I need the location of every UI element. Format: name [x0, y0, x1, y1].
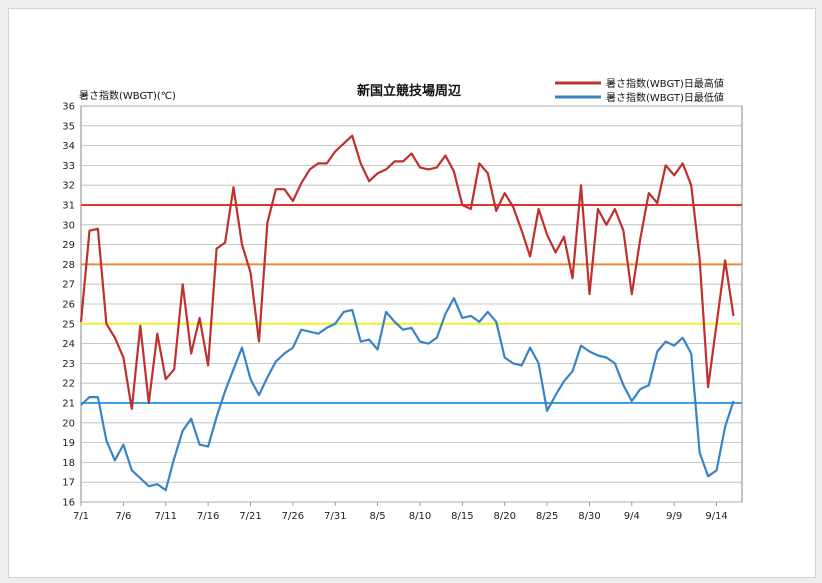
page: 新国立競技場周辺 暑さ指数(WBGT)(℃) 暑さ指数(WBGT)日最高値 暑さ…	[8, 8, 816, 578]
y-tick-label: 18	[62, 458, 75, 469]
y-tick-label: 32	[62, 181, 75, 192]
y-tick-label: 17	[62, 478, 75, 489]
y-tick-label: 16	[62, 498, 75, 509]
y-tick-label: 26	[62, 300, 75, 311]
y-tick-label: 23	[62, 359, 75, 370]
y-tick-label: 24	[62, 339, 75, 350]
y-tick-label: 27	[62, 280, 75, 291]
y-tick-label: 30	[62, 220, 75, 231]
legend: 暑さ指数(WBGT)日最高値 暑さ指数(WBGT)日最低値	[555, 77, 724, 104]
x-tick-label: 7/31	[324, 511, 346, 522]
series-lines	[79, 134, 735, 492]
y-tick-label: 21	[62, 399, 75, 410]
y-tick-label: 35	[62, 121, 75, 132]
x-tick-label: 8/10	[409, 511, 431, 522]
y-tick-label: 25	[62, 319, 75, 330]
x-tick-label: 7/11	[155, 511, 177, 522]
y-tick-label: 19	[62, 438, 75, 449]
x-tick-label: 8/25	[536, 511, 558, 522]
y-tick-label: 34	[62, 141, 75, 152]
y-tick-label: 33	[62, 161, 75, 172]
legend-label-min: 暑さ指数(WBGT)日最低値	[606, 91, 724, 104]
y-tick-label: 28	[62, 260, 75, 271]
y-axis-label: 暑さ指数(WBGT)(℃)	[79, 89, 176, 102]
x-tick-label: 9/14	[705, 511, 727, 522]
legend-label-max: 暑さ指数(WBGT)日最高値	[606, 77, 724, 90]
x-tick-label: 9/4	[624, 511, 640, 522]
x-axis-ticks: 7/1 7/6 7/11 7/16 7/21 7/26 7/31 8/5 8/10 8/15 8/2…	[73, 502, 728, 522]
y-axis-ticks: 16 17 18 19 20 21 22 23 24 25 26 27 28 29 30 31 32 33 34 35…	[62, 102, 75, 509]
y-tick-label: 31	[62, 201, 75, 212]
x-tick-label: 7/26	[282, 511, 304, 522]
x-tick-label: 8/15	[451, 511, 473, 522]
wbgt-line-chart: 新国立競技場周辺 暑さ指数(WBGT)(℃) 暑さ指数(WBGT)日最高値 暑さ…	[62, 77, 743, 522]
series-line-max	[79, 134, 735, 410]
x-tick-label: 7/21	[239, 511, 261, 522]
x-tick-label: 8/30	[578, 511, 600, 522]
x-tick-label: 8/20	[493, 511, 515, 522]
y-tick-label: 29	[62, 240, 75, 251]
reference-lines	[81, 204, 742, 404]
x-tick-label: 8/5	[370, 511, 386, 522]
chart-title: 新国立競技場周辺	[357, 83, 461, 99]
y-tick-label: 20	[62, 418, 75, 429]
x-tick-label: 7/6	[115, 511, 131, 522]
x-tick-label: 7/16	[197, 511, 219, 522]
series-line-min	[80, 297, 735, 492]
y-tick-label: 22	[62, 379, 75, 390]
y-tick-label: 36	[62, 102, 75, 113]
x-tick-label: 7/1	[73, 511, 89, 522]
x-tick-label: 9/9	[666, 511, 682, 522]
